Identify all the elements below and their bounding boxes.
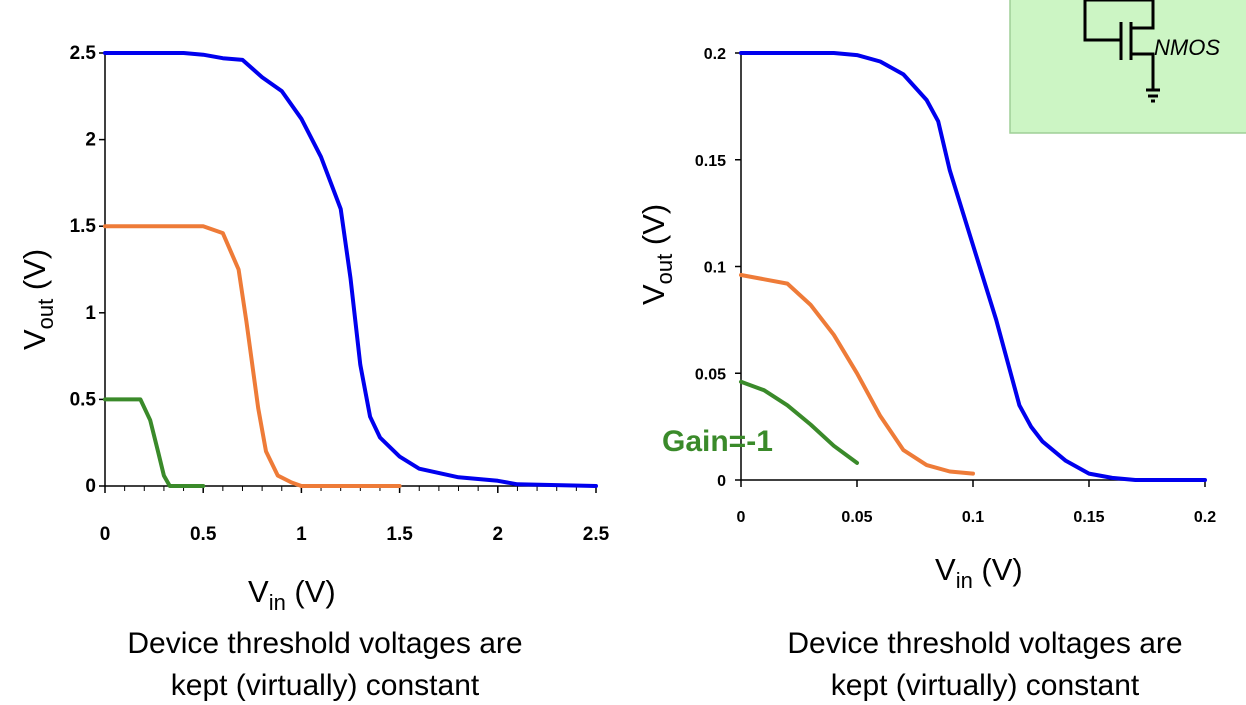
left-y-ticks: 0 0.5 1 1.5 2 2.5 <box>70 43 105 497</box>
left-caption-line-1: Device threshold voltages are <box>127 627 522 660</box>
left-x-tick-label: 1.5 <box>386 524 413 545</box>
right-y-axis-title: Vout (V) <box>636 204 677 305</box>
left-x-tick-label: 0 <box>100 524 111 545</box>
left-x-tick-label: 0.5 <box>190 524 217 545</box>
left-x-tick-label: 1 <box>296 524 307 545</box>
right-caption-line-2: kept (virtually) constant <box>831 669 1140 702</box>
right-series-blue-line <box>739 51 1207 482</box>
gain-annotation: Gain=-1 <box>662 425 773 458</box>
right-series-orange-line <box>739 273 975 476</box>
left-caption-line-2: kept (virtually) constant <box>171 669 480 702</box>
right-series-green-line <box>739 379 859 465</box>
right-x-tick-label: 0.1 <box>962 509 984 526</box>
chart-left: 0 0.5 1 1.5 2 2.5 0 0.5 1 1.5 2 2.5 Vout (V) Vin (… <box>17 43 610 702</box>
chart-right: 0 0.05 0.1 0.15 0.2 0 0.05 0.1 0.15 0.2 Vout (V)… <box>636 46 1216 702</box>
inset-nmos-label: NMOS <box>1154 35 1220 60</box>
left-series-green-line <box>103 397 206 488</box>
left-series-blue-line <box>103 51 598 488</box>
right-caption-line-1: Device threshold voltages are <box>787 627 1182 660</box>
right-x-tick-label: 0.2 <box>1194 509 1216 526</box>
right-y-tick-label: 0.05 <box>695 366 726 383</box>
nmos-inset: NMOS <box>1009 0 1246 134</box>
right-x-tick-label: 0.15 <box>1073 509 1104 526</box>
right-y-tick-label: 0.15 <box>695 153 726 170</box>
right-x-tick-label: 0 <box>737 509 746 526</box>
left-y-tick-label: 1 <box>85 303 96 324</box>
right-series-group <box>739 51 1207 482</box>
left-y-tick-label: 2.5 <box>70 43 97 64</box>
left-x-tick-label: 2 <box>493 524 504 545</box>
right-y-tick-label: 0.1 <box>704 260 726 277</box>
right-y-tick-label: 0 <box>717 473 726 490</box>
right-y-ticks: 0 0.05 0.1 0.15 0.2 <box>695 46 741 490</box>
right-x-ticks: 0 0.05 0.1 0.15 0.2 <box>737 480 1216 526</box>
inset-background <box>1009 0 1246 134</box>
left-x-ticks: 0 0.5 1 1.5 2 2.5 <box>100 486 610 545</box>
left-y-tick-label: 0.5 <box>70 389 97 410</box>
left-y-tick-label: 1.5 <box>70 216 97 237</box>
right-y-tick-label: 0.2 <box>704 46 726 63</box>
left-x-axis-title: Vin (V) <box>248 574 336 615</box>
left-y-axis-title: Vout (V) <box>17 249 58 350</box>
left-series-group <box>103 51 598 488</box>
left-series-orange-line <box>103 224 402 488</box>
left-y-tick-label: 2 <box>85 130 96 151</box>
nmos-symbol <box>1083 0 1160 103</box>
left-x-tick-label: 2.5 <box>583 524 610 545</box>
left-y-tick-label: 0 <box>85 476 96 497</box>
right-x-tick-label: 0.05 <box>841 509 872 526</box>
right-x-axis-title: Vin (V) <box>935 552 1023 593</box>
